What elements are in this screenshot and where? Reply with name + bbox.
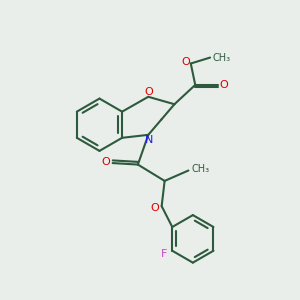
Text: F: F [161, 249, 167, 259]
Text: CH₃: CH₃ [212, 52, 230, 63]
Text: CH₃: CH₃ [192, 164, 210, 174]
Text: O: O [151, 203, 160, 213]
Text: O: O [145, 87, 153, 97]
Text: N: N [145, 135, 153, 145]
Text: O: O [102, 157, 110, 166]
Text: O: O [181, 57, 190, 67]
Text: O: O [220, 80, 228, 90]
